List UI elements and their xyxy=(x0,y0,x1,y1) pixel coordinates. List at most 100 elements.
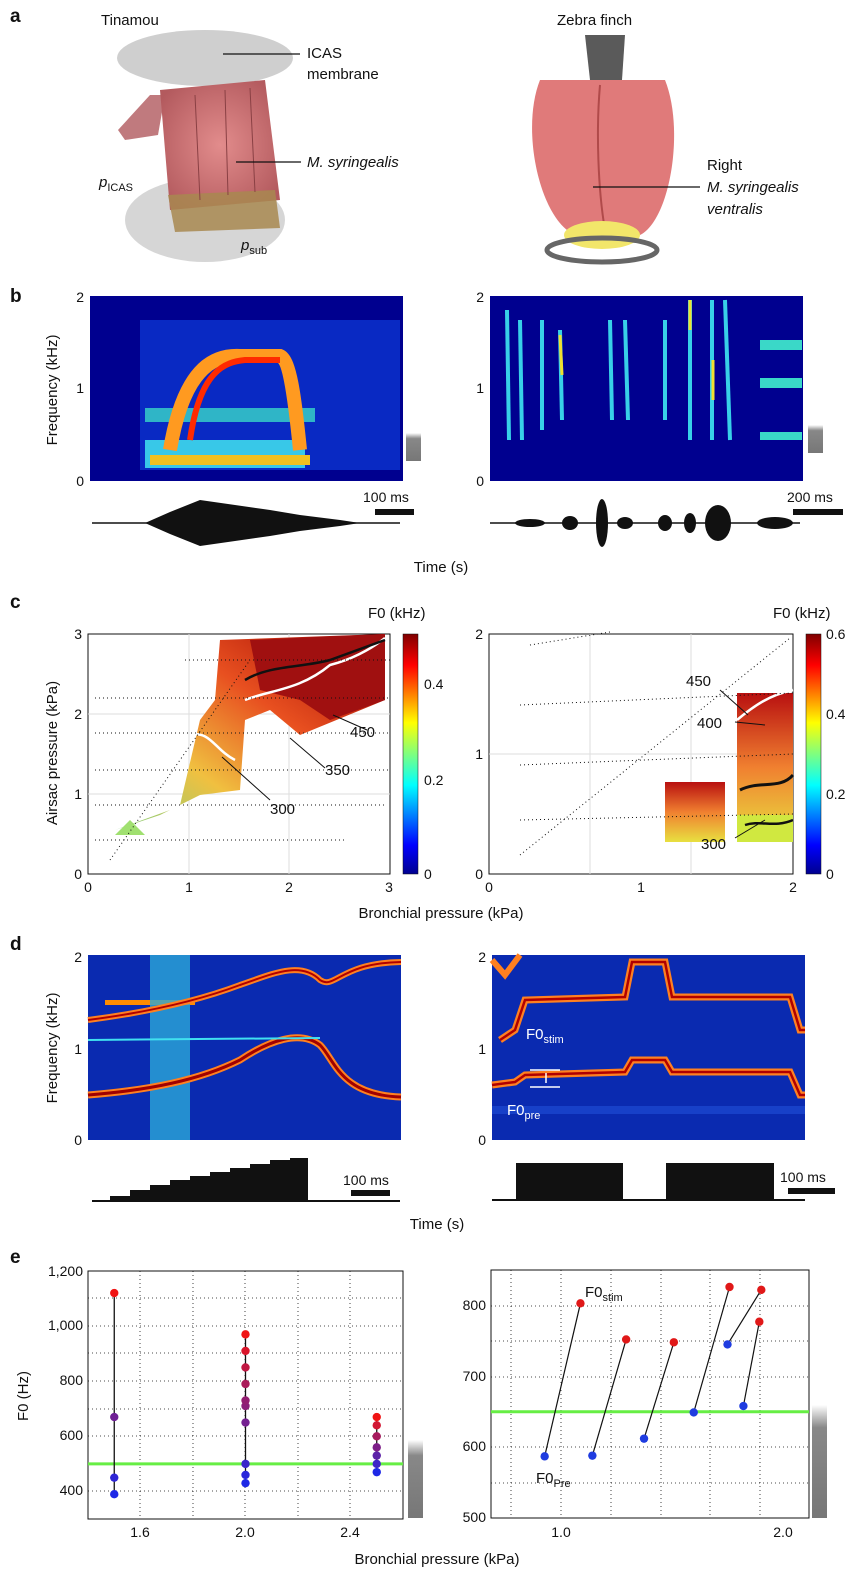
e-left-ytick-600: 600 xyxy=(60,1427,84,1443)
c-left-ytick-1: 1 xyxy=(74,786,82,802)
e-ylabel: F0 (Hz) xyxy=(15,1371,32,1421)
e-f0stim-label: F0stim xyxy=(585,1284,623,1304)
e-right-ytick-500: 500 xyxy=(463,1509,487,1525)
c-left-contour-300: 300 xyxy=(270,801,295,818)
e-left-point-0-0 xyxy=(110,1490,119,1499)
e-right-xtick-2.0: 2.0 xyxy=(773,1524,793,1540)
zebra-finch-spectrogram xyxy=(490,296,823,481)
tinamou-waveform xyxy=(92,500,400,546)
e-xlabel: Bronchial pressure (kPa) xyxy=(354,1551,519,1568)
e-right-xtick-1.0: 1.0 xyxy=(551,1524,571,1540)
b-ytick-2: 2 xyxy=(76,289,84,305)
d-right-ytick-1: 1 xyxy=(478,1041,486,1057)
e-left-point-1-3 xyxy=(241,1418,250,1427)
c-right-xtick-2: 2 xyxy=(789,879,797,895)
e-left-point-2-4 xyxy=(372,1432,381,1441)
zebra-finch-syrinx-image xyxy=(532,35,675,265)
d-left-stimulus-trace xyxy=(92,1158,400,1202)
e-left-point-2-6 xyxy=(372,1412,381,1422)
e-right-pair-line-1 xyxy=(591,1339,627,1456)
e-right-stim-point-1 xyxy=(621,1335,631,1344)
c-left-colorbar: F0 (kHz) 0 0.2 0.4 xyxy=(368,605,444,882)
c-left-ytick-3: 3 xyxy=(74,626,82,642)
d-right-stimulus-trace xyxy=(492,1163,805,1201)
e-left-point-1-0 xyxy=(241,1478,250,1488)
e-left-point-2-1 xyxy=(372,1459,381,1469)
e-left-xtick-1.6: 1.6 xyxy=(130,1524,150,1540)
e-right-pair-line-2 xyxy=(643,1342,675,1439)
panel-label-b: b xyxy=(10,286,22,307)
e-right-pre-point-3 xyxy=(689,1408,698,1417)
e-right-pre-point-1 xyxy=(588,1451,597,1460)
c-right-cbar-tick-2: 0.4 xyxy=(826,706,846,722)
b-right-scale-label: 200 ms xyxy=(787,489,833,505)
c-right-contour-400: 400 xyxy=(697,715,722,732)
d-right-ytick-2: 2 xyxy=(478,949,486,965)
e-left-xtick-2.4: 2.4 xyxy=(340,1524,360,1540)
e-right-stim-point-2 xyxy=(669,1338,679,1347)
e-left-point-2-3 xyxy=(372,1443,381,1452)
e-left-plot: 400 600 800 1,000 1,200 1.6 2.0 2.4 xyxy=(48,1263,423,1540)
e-left-point-1-7 xyxy=(241,1363,250,1372)
e-right-pre-point-4 xyxy=(723,1340,732,1349)
panel-label-e: e xyxy=(10,1247,21,1268)
c-right-plot: 450 400 300 0 1 2 0 1 2 xyxy=(475,626,797,895)
c-ylabel: Airsac pressure (kPa) xyxy=(44,681,61,825)
d-left-scale-label: 100 ms xyxy=(343,1172,389,1188)
b-right-ytick-2: 2 xyxy=(476,289,484,305)
c-xlabel: Bronchial pressure (kPa) xyxy=(358,905,523,922)
panel-e: e F0 (Hz) 400 600 800 xyxy=(10,1247,827,1568)
c-left-cbar-title: F0 (kHz) xyxy=(368,605,426,622)
c-right-colorbar: F0 (kHz) 0 0.2 0.4 0.6 xyxy=(773,605,846,882)
d-f0pre-label: F0pre xyxy=(507,1102,540,1122)
e-right-pre-point-2 xyxy=(639,1434,649,1443)
e-left-point-1-6 xyxy=(241,1379,250,1389)
c-left-cbar-tick-0: 0 xyxy=(424,866,432,882)
icas-label-2: membrane xyxy=(307,66,379,83)
c-right-contour-300: 300 xyxy=(701,836,726,853)
c-right-xtick-0: 0 xyxy=(485,879,493,895)
b-left-scale-label: 100 ms xyxy=(363,489,409,505)
d-f0stim-label: F0stim xyxy=(526,1026,564,1046)
c-left-ytick-0: 0 xyxy=(74,866,82,882)
panel-b: b Frequency (kHz) 2 1 0 100 ms 2 1 0 xyxy=(10,286,843,576)
e-left-point-2-2 xyxy=(372,1451,381,1460)
e-right-plot: F0stim F0Pre 500 600 700 800 1.0 2.0 xyxy=(463,1269,827,1540)
d-left-ytick-0: 0 xyxy=(74,1132,82,1148)
e-right-ytick-600: 600 xyxy=(463,1438,487,1454)
e-right-stim-point-3 xyxy=(725,1282,734,1292)
c-right-ytick-0: 0 xyxy=(475,866,483,882)
e-left-ytick-1200: 1,200 xyxy=(48,1263,83,1279)
c-left-cbar-tick-2: 0.4 xyxy=(424,676,444,692)
b-right-ytick-0: 0 xyxy=(476,473,484,489)
c-right-cbar-tick-0: 0 xyxy=(826,866,834,882)
e-left-point-0-1 xyxy=(110,1473,119,1482)
d-left-spectrogram xyxy=(87,955,402,1140)
icas-label-1: ICAS xyxy=(307,45,342,62)
e-right-ytick-700: 700 xyxy=(463,1368,487,1384)
c-right-cbar-title: F0 (kHz) xyxy=(773,605,831,622)
c-left-plot: 450 350 300 0 1 2 3 0 1 2 3 xyxy=(74,626,393,895)
c-right-xtick-1: 1 xyxy=(637,879,645,895)
b-ytick-0: 0 xyxy=(76,473,84,489)
c-left-xtick-1: 1 xyxy=(185,879,193,895)
e-right-pre-point-0 xyxy=(540,1452,549,1461)
e-left-xtick-2.0: 2.0 xyxy=(235,1524,255,1540)
p-sub-label: psub xyxy=(240,237,267,257)
e-left-point-2-5 xyxy=(372,1421,381,1430)
d-right-scale-label: 100 ms xyxy=(780,1169,826,1185)
e-right-stim-point-0 xyxy=(576,1299,585,1308)
e-left-point-1-1 xyxy=(241,1470,250,1480)
b-ylabel: Frequency (kHz) xyxy=(44,335,61,446)
tinamou-syrinx-image xyxy=(117,30,293,262)
panel-label-a: a xyxy=(10,6,21,27)
msv-label-1: M. syringealis xyxy=(707,179,799,196)
e-right-pre-point-5 xyxy=(739,1401,748,1411)
c-right-ytick-1: 1 xyxy=(475,746,483,762)
e-left-point-1-2 xyxy=(241,1459,250,1469)
c-right-cbar-tick-1: 0.2 xyxy=(826,786,846,802)
zebra-finch-title: Zebra finch xyxy=(557,12,632,29)
panel-a: a Tinamou Zebra finch ICAS membrane M. s… xyxy=(10,6,799,265)
d-right-spectrogram: F0stim F0pre xyxy=(489,953,805,1140)
panel-label-d: d xyxy=(10,934,22,955)
